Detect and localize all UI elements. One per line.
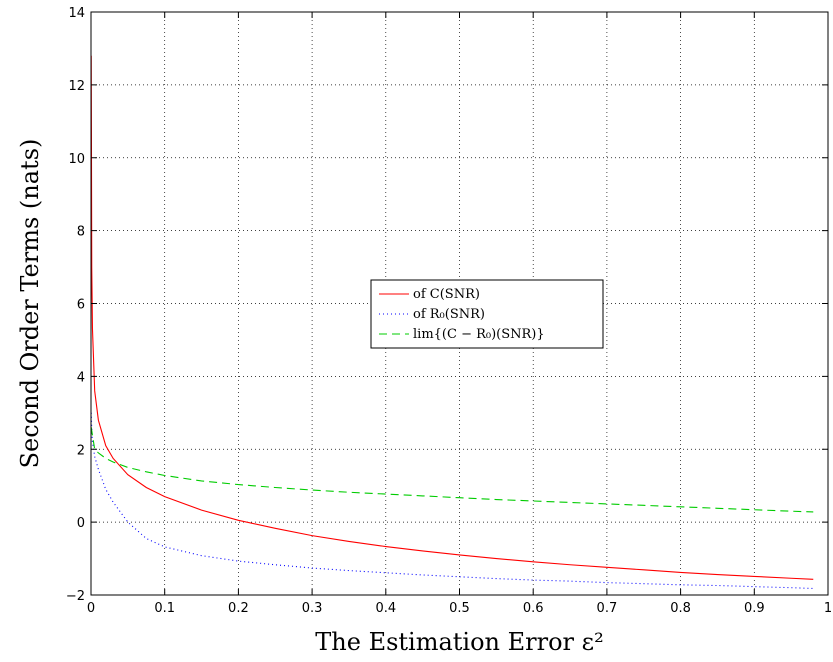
y-tick-label: 12	[68, 79, 85, 94]
y-tick-label: 6	[77, 298, 85, 313]
y-tick-label: −2	[66, 589, 85, 604]
x-tick-label: 1	[824, 601, 832, 616]
x-tick-label: 0.9	[744, 601, 765, 616]
y-axis-label: Second Order Terms (nats)	[16, 139, 44, 469]
plot-lines	[90, 55, 814, 589]
x-tick-label: 0	[87, 601, 95, 616]
series-line-1	[90, 55, 814, 580]
y-tick-label: 8	[77, 225, 85, 240]
series-line-2	[90, 412, 814, 589]
legend-label-1: of C(SNR)	[413, 287, 480, 302]
x-tick-label: 0.6	[523, 601, 544, 616]
x-axis-label: The Estimation Error ε²	[315, 628, 603, 656]
y-tick-label: 4	[77, 370, 85, 385]
x-tick-label: 0.8	[670, 601, 691, 616]
legend-label-3: lim{(C − R₀)(SNR)}	[413, 327, 545, 342]
y-tick-label: 14	[68, 6, 85, 21]
x-tick-label: 0.4	[375, 601, 396, 616]
axis-ticks: 0 0.1 0.2 0.3 0.4 0.5 0.6 0.7 0.8 0.9 1−2024681012…	[66, 6, 832, 616]
x-tick-label: 0.5	[449, 601, 470, 616]
series-line-3	[90, 427, 814, 513]
x-tick-label: 0.1	[154, 601, 175, 616]
legend-box	[370, 279, 604, 349]
legend: of C(SNR) of R₀(SNR) lim{(C − R₀)(SNR)}	[370, 279, 604, 349]
y-tick-label: 0	[77, 516, 85, 531]
legend-label-2: of R₀(SNR)	[413, 307, 485, 322]
x-tick-label: 0.3	[302, 601, 323, 616]
x-tick-label: 0.2	[228, 601, 249, 616]
x-tick-label: 0.7	[597, 601, 618, 616]
y-tick-label: 2	[77, 443, 85, 458]
y-tick-label: 10	[68, 152, 85, 167]
